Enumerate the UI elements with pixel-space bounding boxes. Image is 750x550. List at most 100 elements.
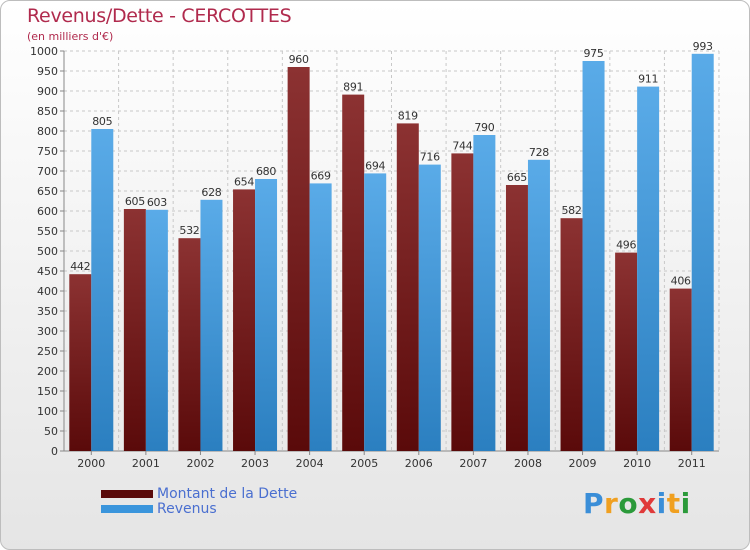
- data-label-revenus: 694: [365, 159, 385, 172]
- data-label-dette: 654: [234, 175, 254, 188]
- x-tick-label: 2000: [77, 457, 105, 470]
- grid-lines: [63, 50, 720, 452]
- data-label-dette: 744: [452, 139, 472, 152]
- y-tick-label: 350: [37, 305, 58, 318]
- y-tick-label: 900: [37, 85, 58, 98]
- bar-revenus: [145, 209, 168, 451]
- x-tick-label: 2007: [459, 457, 487, 470]
- logo-letter: x: [638, 487, 657, 520]
- data-label-revenus: 603: [147, 196, 167, 209]
- y-tick-label: 150: [37, 385, 58, 398]
- x-tick-label: 2008: [514, 457, 542, 470]
- bar-dette: [560, 218, 583, 451]
- bar-dette: [615, 252, 638, 451]
- data-label-revenus: 975: [583, 47, 603, 60]
- y-tick-label: 200: [37, 365, 58, 378]
- chart-subtitle: (en milliers d'€): [27, 30, 114, 43]
- bar-revenus: [582, 61, 605, 451]
- data-label-dette: 605: [125, 195, 145, 208]
- data-label-dette: 819: [398, 109, 418, 122]
- data-label-revenus: 669: [311, 169, 331, 182]
- bar-dette: [505, 185, 528, 451]
- y-tick-label: 100: [37, 405, 58, 418]
- data-label-dette: 891: [343, 81, 363, 94]
- y-tick-label: 250: [37, 345, 58, 358]
- y-tick-label: 550: [37, 225, 58, 238]
- y-tick-label: 800: [37, 125, 58, 138]
- bar-dette: [342, 94, 365, 451]
- y-tick-label: 450: [37, 265, 58, 278]
- logo-letter: o: [618, 487, 639, 520]
- bar-dette: [287, 67, 310, 451]
- bar-revenus: [200, 199, 223, 451]
- data-label-dette: 665: [507, 171, 527, 184]
- logo-letter: r: [604, 487, 619, 520]
- bar-dette: [451, 153, 474, 451]
- bar-revenus: [473, 135, 496, 451]
- bar-dette: [396, 123, 419, 452]
- data-label-dette: 960: [289, 53, 309, 66]
- y-tick-label: 1000: [30, 45, 58, 58]
- bar-revenus: [418, 164, 441, 451]
- data-label-dette: 442: [70, 260, 90, 273]
- bar-revenus: [527, 159, 550, 452]
- y-tick-label: 850: [37, 105, 58, 118]
- y-tick-label: 650: [37, 185, 58, 198]
- y-tick-label: 700: [37, 165, 58, 178]
- x-tick-label: 2003: [241, 457, 269, 470]
- data-label-revenus: 716: [420, 151, 440, 164]
- data-label-dette: 496: [616, 239, 636, 252]
- bar-revenus: [691, 53, 714, 452]
- data-label-dette: 582: [561, 204, 581, 217]
- x-tick-label: 2011: [678, 457, 706, 470]
- bar-revenus: [364, 173, 387, 451]
- y-tick-label: 500: [37, 245, 58, 258]
- bar-dette: [123, 209, 146, 451]
- legend-label-revenus: Revenus: [157, 501, 217, 517]
- legend-swatch-dette: [101, 490, 153, 498]
- logo-letter: t: [666, 487, 681, 520]
- data-label-revenus: 993: [693, 40, 713, 53]
- logo-letter: i: [680, 487, 691, 520]
- data-label-revenus: 911: [638, 73, 658, 86]
- x-tick-label: 2002: [186, 457, 214, 470]
- y-tick-label: 400: [37, 285, 58, 298]
- data-label-revenus: 628: [201, 186, 221, 199]
- x-tick-label: 2001: [132, 457, 160, 470]
- bar-dette: [69, 274, 92, 451]
- bar-revenus: [255, 179, 278, 451]
- y-tick-label: 950: [37, 65, 58, 78]
- x-tick-label: 2009: [569, 457, 597, 470]
- bar-revenus: [309, 183, 332, 451]
- bar-dette: [233, 189, 256, 451]
- bars: [69, 53, 714, 452]
- y-tick-label: 750: [37, 145, 58, 158]
- data-label-dette: 406: [671, 275, 691, 288]
- bar-revenus: [91, 129, 114, 451]
- bar-dette: [669, 288, 692, 451]
- bar-revenus: [637, 86, 660, 451]
- x-tick-label: 2010: [623, 457, 651, 470]
- chart-title: Revenus/Dette - CERCOTTES: [27, 5, 292, 27]
- y-tick-label: 600: [37, 205, 58, 218]
- x-tick-label: 2005: [350, 457, 378, 470]
- y-tick-label: 50: [44, 425, 58, 438]
- y-tick-label: 0: [51, 445, 58, 458]
- x-tick-label: 2006: [405, 457, 433, 470]
- axes: 0 50 100 150 200 250 300 350 400 450 500 550 600 650 7…: [30, 45, 719, 470]
- data-label-dette: 532: [179, 224, 199, 237]
- bar-dette: [178, 238, 201, 451]
- logo-letter: P: [583, 487, 605, 520]
- data-label-revenus: 805: [92, 115, 112, 128]
- legend-swatch-revenus: [101, 505, 153, 513]
- legend-label-dette: Montant de la Dette: [157, 486, 298, 502]
- x-tick-label: 2004: [296, 457, 324, 470]
- proxiti-logo: Proxiti: [583, 487, 691, 520]
- data-label-revenus: 680: [256, 165, 276, 178]
- data-label-revenus: 728: [529, 146, 549, 159]
- y-tick-label: 300: [37, 325, 58, 338]
- data-label-revenus: 790: [474, 121, 494, 134]
